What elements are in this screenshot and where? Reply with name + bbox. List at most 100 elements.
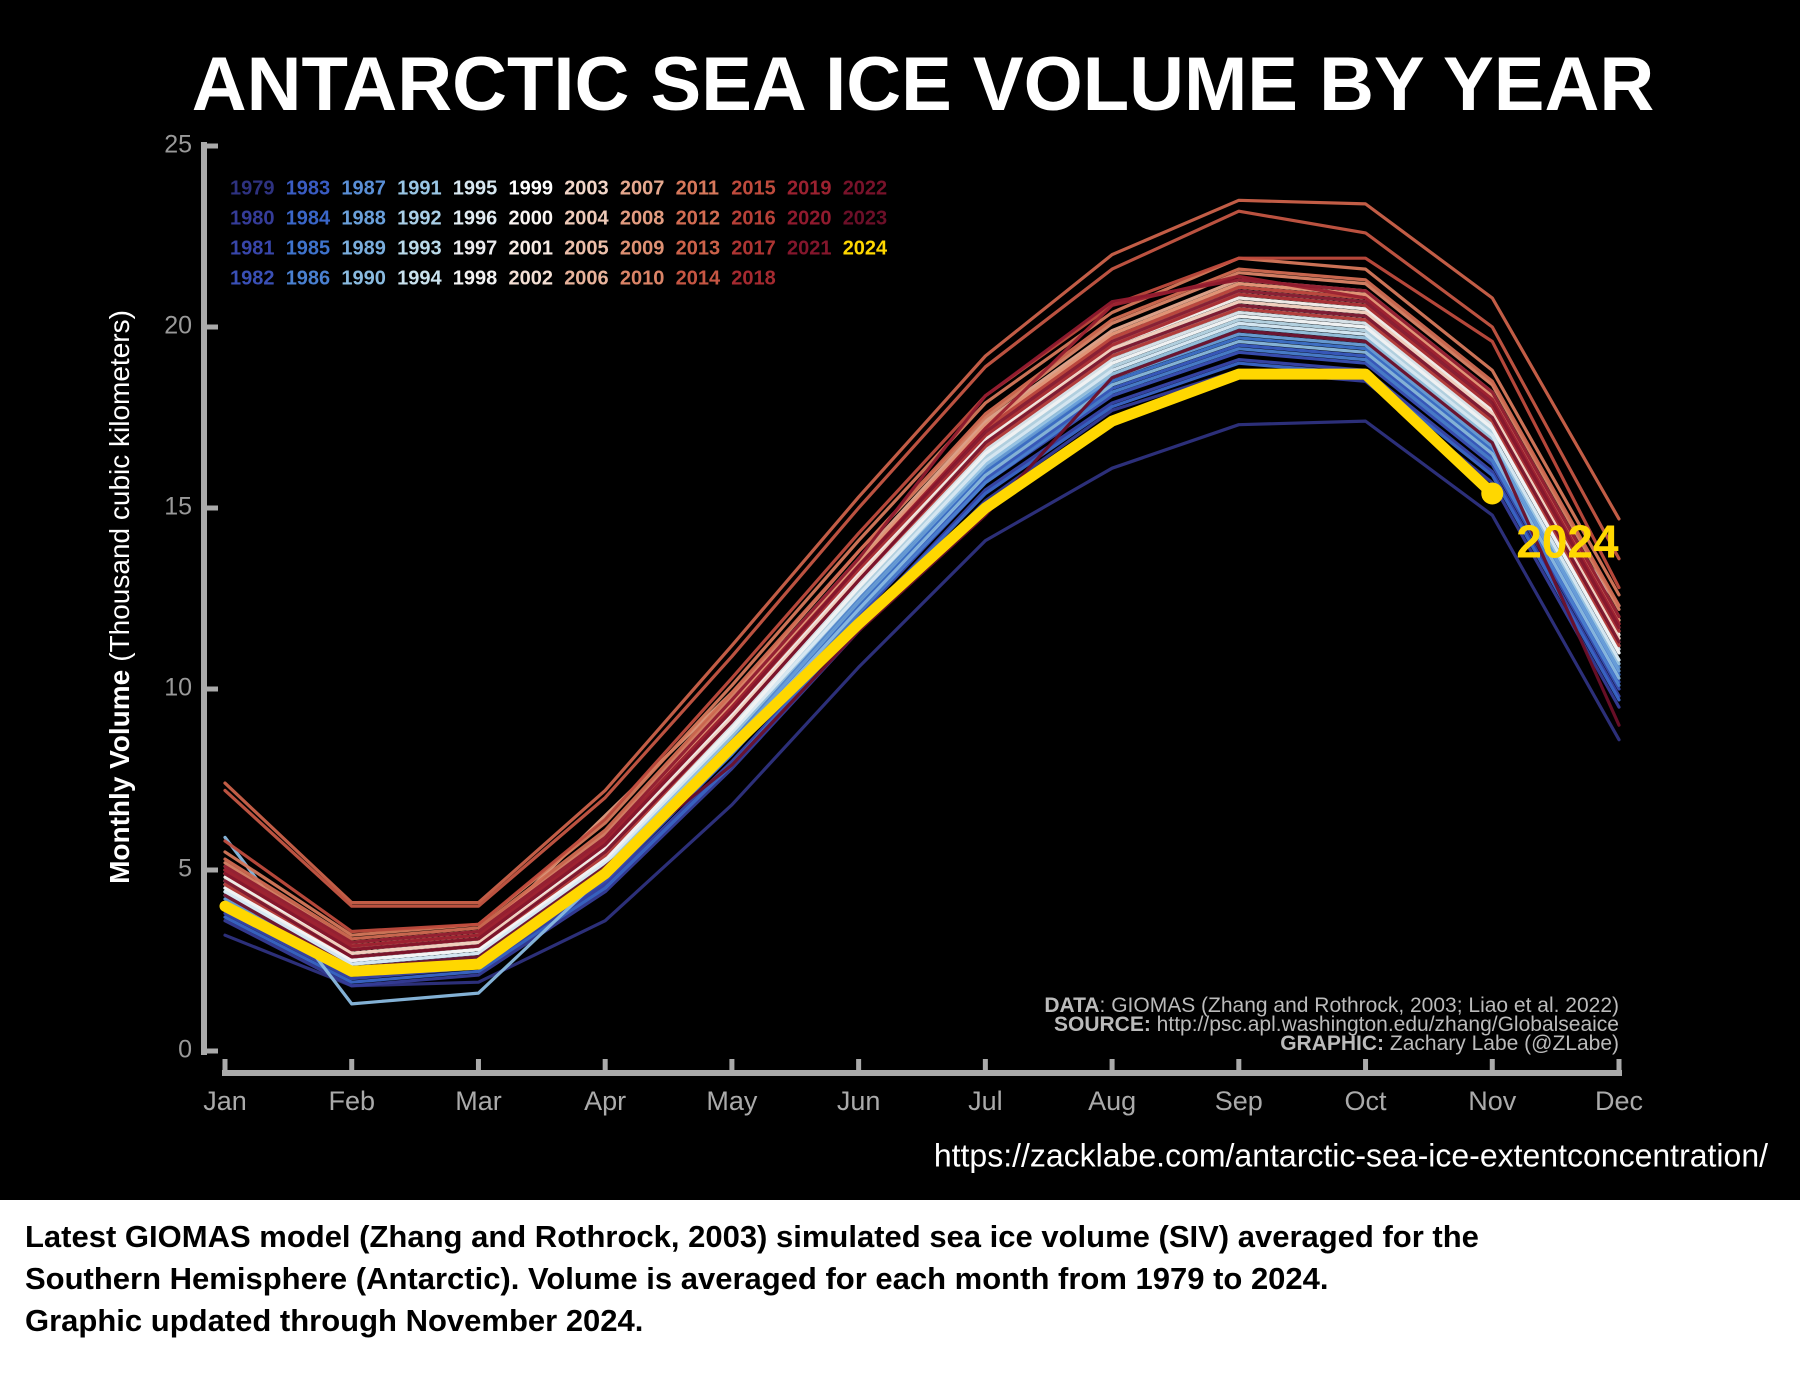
legend-entry: 1979 [230,177,275,199]
series-line [223,198,1621,905]
credit-label: SOURCE: [1054,1013,1151,1036]
x-tick-label: Nov [1468,1086,1517,1116]
legend-entry: 2000 [509,207,554,229]
caption-line: Graphic updated through November 2024. [25,1303,644,1338]
series-line [219,368,1498,977]
legend-entry: 1983 [286,177,331,199]
legend-entry: 1998 [453,267,498,289]
legend-entry: 2016 [731,207,776,229]
series-line [223,289,1621,952]
legend-entry: 2005 [564,237,609,259]
legend-entry: 1980 [230,207,275,229]
legend-entry: 2010 [620,267,665,289]
x-tick-label: Oct [1345,1086,1388,1116]
legend-entry: 2014 [676,267,721,289]
series-line [223,278,1621,944]
credit-label: DATA [1044,994,1099,1017]
legend-entry: 1994 [397,267,442,289]
y-axis-label-units: (Thousand cubic kilometers) [104,310,135,662]
legend-entry: 2017 [731,237,776,259]
x-tick-label: Apr [584,1086,626,1116]
legend-entry: 1981 [230,237,275,259]
x-tick-label: Mar [455,1086,502,1116]
end-label: 2024 [1516,516,1619,568]
y-tick-label: 5 [178,855,192,883]
credit-text: http://psc.apl.washington.edu/zhang/Glob… [1151,1013,1619,1036]
legend-entry: 1999 [509,177,554,199]
credit-label: GRAPHIC: [1280,1032,1384,1055]
legend-entry: 2007 [620,177,665,199]
legend-entry: 1985 [286,237,331,259]
y-tick-label: 15 [164,493,192,521]
end-point [1481,482,1504,505]
legend-entry: 1990 [341,267,386,289]
legend-entry: 2003 [564,177,609,199]
legend-entry: 1992 [397,207,442,229]
series-line [223,347,1621,977]
legend-entry: 2009 [620,237,665,259]
caption-line: Southern Hemisphere (Antarctic). Volume … [25,1261,1329,1296]
x-tick-label: Jun [837,1086,881,1116]
legend-entry: 1984 [286,207,331,229]
series-line [223,267,1621,941]
series-line [223,321,1621,966]
legend-entry: 2015 [731,177,776,199]
x-tick-label: Dec [1595,1086,1643,1116]
x-tick-label: Feb [328,1086,375,1116]
legend-entry: 2001 [509,237,554,259]
legend-entry: 1986 [286,267,331,289]
credit-text: : GIOMAS (Zhang and Rothrock, 2003; Liao… [1100,994,1619,1017]
y-axis-label: Monthly Volume (Thousand cubic kilometers… [104,310,135,884]
legend-entry: 1989 [341,237,386,259]
chart-title: ANTARCTIC SEA ICE VOLUME BY YEAR [192,42,1654,127]
series-line [223,332,1621,970]
legend-entry: 2011 [676,177,719,199]
series-line [223,361,1621,984]
credit-text: Zachary Labe (@ZLabe) [1384,1032,1619,1055]
legend-entry: 2006 [564,267,609,289]
legend-entry: 2012 [676,207,721,229]
legend-entry: 2024 [843,237,888,259]
legend-entry: 1982 [230,267,275,289]
x-tick-label: Jul [968,1086,1003,1116]
legend-entry: 1987 [341,177,386,199]
legend-entry: 2023 [843,207,888,229]
legend-entry: 1991 [397,177,442,199]
credit: DATA: GIOMAS (Zhang and Rothrock, 2003; … [1044,994,1619,1017]
legend-entry: 2020 [787,207,832,229]
y-axis-label-bold: Monthly Volume [104,670,135,884]
caption: Latest GIOMAS model (Zhang and Rothrock,… [25,1216,1785,1342]
series-line [223,256,1621,934]
series-line [223,209,1621,908]
legend-entry: 1993 [397,237,442,259]
legend-entry: 1988 [341,207,386,229]
legend-entry: 2008 [620,207,665,229]
legend-entry: 1996 [453,207,498,229]
series-line [223,339,1621,1006]
y-tick-label: 25 [164,131,192,159]
y-tick-label: 20 [164,312,192,340]
legend-entry: 1995 [453,177,498,199]
x-tick-label: Aug [1088,1086,1136,1116]
series-line [223,303,1621,959]
legend-entry: 2019 [787,177,832,199]
legend-entry: 2022 [843,177,888,199]
legend-entry: 2002 [509,267,554,289]
legend-entry: 2004 [564,207,609,229]
y-tick-label: 0 [178,1036,192,1064]
caption-line: Latest GIOMAS model (Zhang and Rothrock,… [25,1219,1479,1254]
credit: GRAPHIC: Zachary Labe (@ZLabe) [1280,1032,1619,1055]
legend-entry: 2013 [676,237,721,259]
series-line [223,303,1621,959]
legend-entry: 1997 [453,237,498,259]
y-tick-label: 10 [164,674,192,702]
x-tick-label: Sep [1215,1086,1263,1116]
legend-entry: 2018 [731,267,776,289]
series-line [223,419,1621,988]
x-tick-label: May [706,1086,758,1116]
legend-entry: 2021 [787,237,832,259]
credit: SOURCE: http://psc.apl.washington.edu/zh… [1054,1013,1619,1036]
x-tick-label: Jan [203,1086,247,1116]
chart: ANTARCTIC SEA ICE VOLUME BY YEAR Monthly… [0,0,1800,1200]
